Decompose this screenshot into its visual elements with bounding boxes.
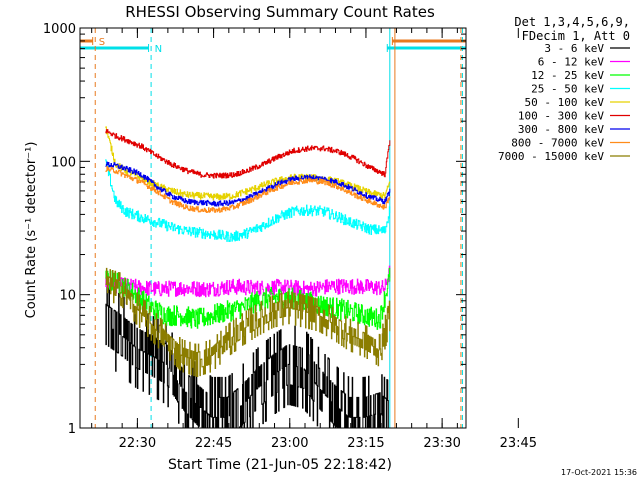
y-tick-label-2: 100 xyxy=(51,155,76,170)
series-line-8 xyxy=(105,267,391,377)
legend-label-6: 300 - 800 keV xyxy=(518,123,604,136)
x-tick-label-0: 22:30 xyxy=(119,436,156,451)
y-tick-label-3: 1000 xyxy=(43,22,76,37)
series-line-3 xyxy=(105,159,391,242)
legend-label-0: 3 - 6 keV xyxy=(544,42,604,55)
legend-header-line1: Det 1,3,4,5,6,9, xyxy=(514,15,630,29)
flag-label-S: S xyxy=(99,37,105,48)
x-axis-label: Start Time (21-Jun-05 22:18:42) xyxy=(168,457,392,473)
series-line-4 xyxy=(105,126,391,201)
series-line-2 xyxy=(105,267,391,330)
plot-area: SN xyxy=(79,28,467,429)
legend: Det 1,3,4,5,6,9, FDecim 1, Att 0 3 - 6 k… xyxy=(498,15,630,163)
y-tick-label-0: 1 xyxy=(68,422,76,437)
x-tick-label-5: 23:45 xyxy=(500,436,537,451)
footer-timestamp: 17-Oct-2021 15:36 xyxy=(561,468,637,477)
x-tick-label-1: 22:45 xyxy=(195,436,232,451)
flag-label-N: N xyxy=(155,44,162,55)
axes: 1 10 100 1000 22:30 22:45 23:00 23:15 23:30 23:45 xyxy=(43,22,537,451)
axes-frame xyxy=(79,27,467,429)
x-tick-label-3: 23:15 xyxy=(347,436,384,451)
series-line-7 xyxy=(105,166,391,213)
legend-label-5: 100 - 300 keV xyxy=(518,110,604,123)
x-tick-label-4: 23:30 xyxy=(423,436,460,451)
series-line-5 xyxy=(105,129,391,179)
legend-label-8: 7000 - 15000 keV xyxy=(498,150,604,163)
legend-label-3: 25 - 50 keV xyxy=(531,83,604,96)
legend-label-4: 50 - 100 keV xyxy=(525,96,605,109)
y-axis-label: Count Rate (s⁻¹ detector⁻¹) xyxy=(24,142,39,319)
series-line-1 xyxy=(105,265,391,298)
legend-label-2: 12 - 25 keV xyxy=(531,69,604,82)
legend-label-1: 6 - 12 keV xyxy=(538,56,605,69)
legend-label-7: 800 - 7000 keV xyxy=(511,137,604,150)
chart-title: RHESSI Observing Summary Count Rates xyxy=(125,3,435,21)
legend-header-line2: FDecim 1, Att 0 xyxy=(522,29,630,43)
y-tick-label-1: 10 xyxy=(59,289,76,304)
x-tick-label-2: 23:00 xyxy=(271,436,308,451)
